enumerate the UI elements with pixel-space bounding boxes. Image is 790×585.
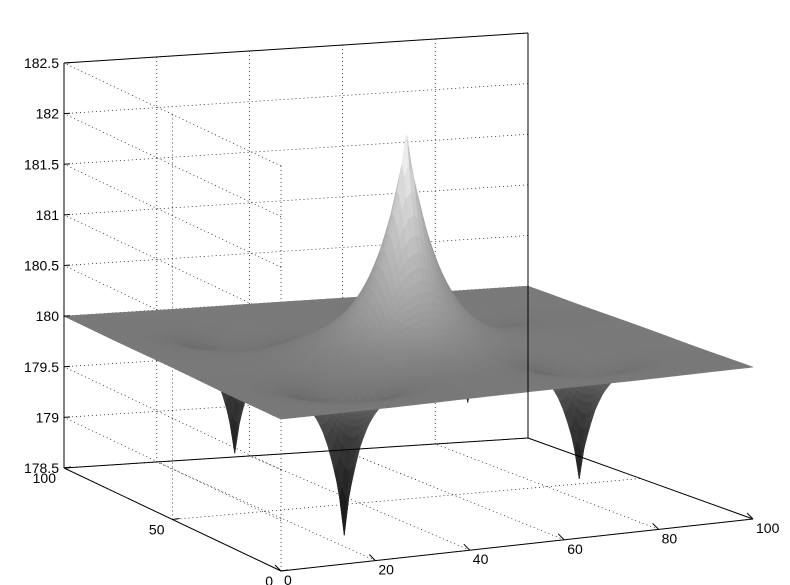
left-wall-grid-line	[63, 62, 282, 167]
left-wall-grid-line	[63, 417, 282, 521]
left-wall-grid-line	[63, 366, 282, 471]
floor-grid-line	[172, 478, 641, 520]
back-wall-grid-line	[63, 184, 529, 216]
floor-grid-line	[249, 455, 470, 551]
floor-grid-line	[435, 443, 659, 530]
left-wall-grid-line	[63, 163, 282, 268]
back-wall-grid-line	[63, 83, 529, 114]
left-wall-grid-line	[63, 113, 282, 217]
floor-grid-line	[342, 449, 565, 541]
surface-mesh	[62, 134, 754, 536]
back-wall-grid-line	[63, 235, 529, 266]
left-wall-grid-line	[63, 214, 282, 319]
back-wall-grid-line	[63, 133, 529, 165]
